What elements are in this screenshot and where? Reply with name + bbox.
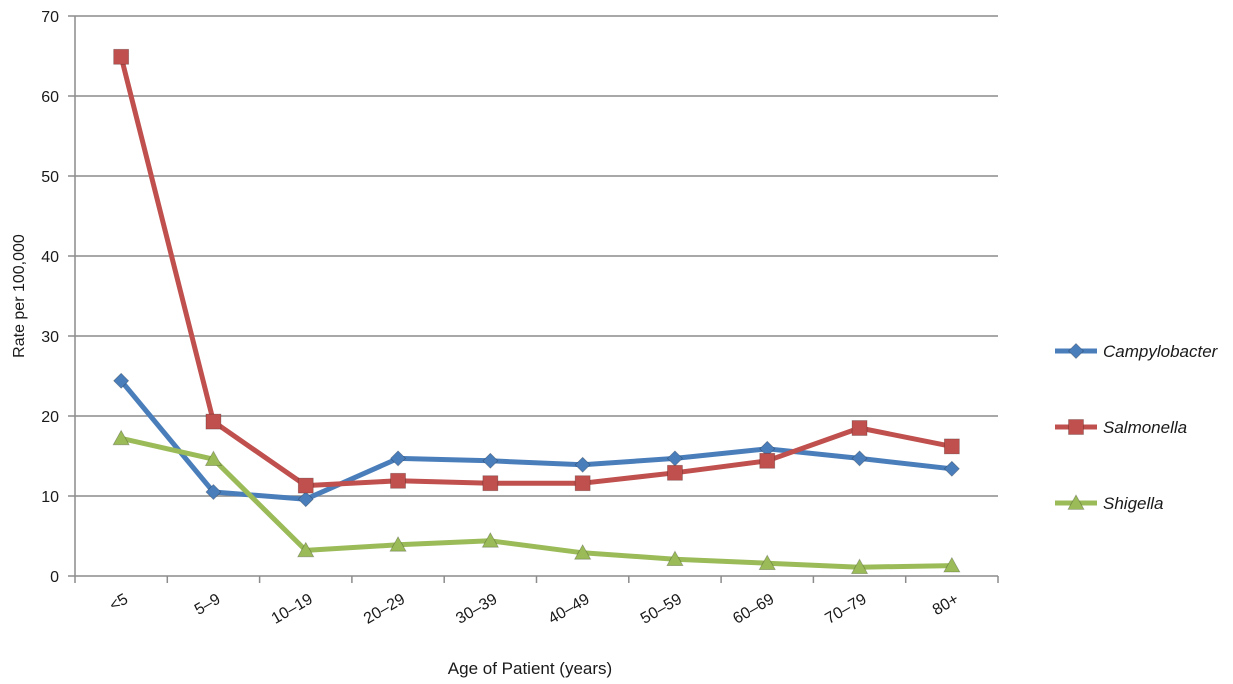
- shigella-point: [204, 450, 223, 467]
- x-axis-label: Age of Patient (years): [448, 659, 612, 678]
- x-tick-label: 60–69: [730, 591, 777, 628]
- y-tick-label: 10: [41, 489, 59, 506]
- salmonella-point: [759, 452, 776, 469]
- salmonella-point: [297, 477, 314, 494]
- shigella-point: [481, 531, 500, 548]
- shigella-point: [758, 554, 776, 570]
- legend: Campylobacter Salmonella Shigella: [1055, 342, 1219, 513]
- campylobacter-point: [943, 460, 960, 477]
- salmonella-point: [574, 475, 591, 492]
- series-campylobacter: [113, 372, 960, 508]
- y-tick-label: 0: [50, 569, 59, 586]
- x-tick-labels: <5 5–9 10–19 20–29 30–39 40–49 50–59 60–69 70–79…: [107, 591, 962, 628]
- campylobacter-point: [205, 483, 222, 501]
- y-tick-labels: 0 10 20 30 40 50 60 70: [41, 9, 59, 586]
- shigella-point: [297, 541, 315, 558]
- shigella-point: [112, 429, 130, 446]
- shigella-point: [389, 535, 407, 552]
- series-lines: [112, 48, 961, 574]
- salmonella-point: [943, 438, 960, 455]
- campylobacter-point: [851, 450, 868, 467]
- salmonella-point: [667, 464, 683, 481]
- salmonella-point: [482, 475, 499, 492]
- y-tick-label: 60: [41, 89, 59, 106]
- campylobacter-point: [389, 450, 407, 467]
- x-tick-label: 20–29: [361, 591, 408, 628]
- campylobacter-point: [113, 372, 130, 389]
- x-tick-label: <5: [107, 591, 131, 615]
- axes: [68, 15, 999, 583]
- shigella-line: [118, 435, 955, 570]
- legend-item-campylobacter: Campylobacter: [1055, 342, 1219, 361]
- y-tick-label: 70: [41, 9, 59, 26]
- shigella-point: [943, 556, 961, 573]
- y-tick-label: 20: [41, 409, 59, 426]
- shigella-point: [666, 550, 684, 566]
- salmonella-point: [205, 413, 222, 430]
- y-tick-label: 50: [41, 169, 59, 186]
- series-salmonella: [113, 48, 960, 494]
- x-tick-label: 30–39: [453, 591, 500, 628]
- x-tick-label: 50–59: [638, 591, 685, 628]
- legend-label: Salmonella: [1103, 418, 1187, 437]
- campylobacter-point: [574, 456, 591, 473]
- shigella-point: [573, 543, 592, 560]
- salmonella-line: [118, 54, 955, 489]
- y-tick-label: 40: [41, 249, 59, 266]
- legend-swatch-marker: [1067, 494, 1085, 510]
- x-tick-label: 70–79: [823, 591, 870, 628]
- x-tick-label: 10–19: [269, 591, 316, 628]
- campylobacter-point: [482, 452, 499, 469]
- y-axis-label: Rate per 100,000: [11, 234, 28, 358]
- legend-label: Shigella: [1103, 494, 1164, 513]
- series-shigella: [112, 429, 961, 574]
- salmonella-point: [113, 48, 130, 65]
- campylobacter-line: [118, 378, 955, 502]
- x-tick-label: 80+: [930, 591, 962, 619]
- campylobacter-point: [297, 491, 314, 508]
- salmonella-point: [851, 420, 868, 436]
- legend-label: Campylobacter: [1103, 342, 1219, 361]
- y-tick-label: 30: [41, 329, 59, 346]
- shigella-point: [850, 558, 869, 574]
- legend-item-shigella: Shigella: [1055, 494, 1164, 513]
- legend-item-salmonella: Salmonella: [1055, 418, 1187, 437]
- legend-swatch-marker: [1067, 342, 1085, 360]
- salmonella-point: [390, 472, 406, 489]
- x-tick-label: 40–49: [546, 591, 593, 628]
- legend-swatch-marker: [1068, 419, 1084, 435]
- campylobacter-point: [666, 450, 684, 467]
- grid-lines: [75, 15, 998, 497]
- x-tick-label: 5–9: [192, 591, 224, 619]
